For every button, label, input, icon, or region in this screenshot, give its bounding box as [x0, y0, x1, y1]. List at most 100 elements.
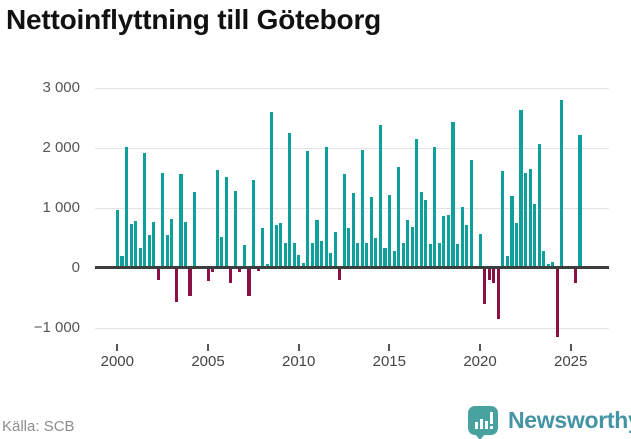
y-axis-label: 2 000	[42, 139, 80, 157]
x-axis-label-2000: 2000	[100, 353, 134, 370]
source-label: Källa: SCB	[2, 418, 75, 435]
bar-2019-Q2	[465, 224, 469, 268]
bar-2000-Q2	[120, 256, 124, 268]
bar-2003-Q3	[179, 173, 183, 268]
bar-2022-Q4	[528, 169, 532, 268]
bar-2009-Q1	[279, 223, 283, 268]
bar-2013-Q3	[360, 150, 364, 268]
bar-2006-Q2	[229, 267, 233, 283]
bar-2004-Q1	[188, 267, 192, 297]
bar-2017-Q2	[428, 244, 432, 268]
gridline-y-3000	[95, 87, 609, 89]
bar-2000-Q4	[129, 223, 133, 268]
bar-2006-Q4	[238, 267, 242, 273]
zero-axis-line	[95, 266, 609, 270]
bar-2003-Q1	[170, 218, 174, 268]
newsworthy-bar-chart-icon	[468, 405, 498, 439]
bar-2024-Q1	[551, 261, 555, 268]
bar-2005-Q2	[211, 267, 215, 273]
bar-2018-Q3	[451, 121, 455, 268]
bar-2011-Q4	[329, 253, 333, 268]
bar-2024-Q3	[560, 100, 564, 268]
bar-2011-Q3	[324, 146, 328, 268]
bar-2017-Q3	[433, 146, 437, 268]
bar-2025-Q3	[578, 134, 582, 268]
bar-2018-Q2	[446, 214, 451, 268]
newsworthy-wordmark: Newsworthy	[508, 406, 631, 433]
bar-2020-Q4	[492, 267, 496, 283]
bar-2023-Q4	[546, 264, 550, 268]
bar-2005-Q1	[206, 267, 210, 282]
bar-2002-Q1	[152, 221, 156, 268]
bar-2001-Q2	[138, 247, 142, 268]
bar-2000-Q3	[125, 146, 129, 268]
x-axis-label-2005: 2005	[191, 353, 225, 370]
bar-2008-Q1	[261, 228, 265, 268]
bar-2024-Q2	[555, 267, 559, 337]
bar-2000-Q1	[115, 209, 120, 268]
bar-2001-Q1	[134, 220, 138, 268]
bar-2016-Q3	[415, 139, 419, 268]
gridline-y--1000	[95, 327, 609, 329]
bar-2013-Q2	[356, 242, 360, 268]
y-axis-label: 1 000	[42, 199, 80, 217]
x-axis-tick-2015	[388, 344, 391, 351]
bar-2012-Q1	[333, 231, 337, 268]
bar-2018-Q1	[442, 215, 446, 268]
x-axis-label-2020: 2020	[463, 353, 497, 370]
x-axis-tick-2000	[116, 344, 119, 351]
bar-2001-Q3	[143, 152, 147, 268]
x-axis-label-2015: 2015	[372, 353, 406, 370]
bar-2009-Q4	[292, 242, 296, 268]
chart-title: Nettoinflyttning till Göteborg	[6, 4, 382, 35]
bar-2013-Q1	[351, 193, 355, 268]
bar-2019-Q3	[469, 159, 473, 268]
bar-2017-Q1	[424, 199, 428, 268]
bar-2011-Q1	[315, 220, 319, 268]
x-axis-label-2025: 2025	[554, 353, 588, 370]
bar-2020-Q1	[478, 234, 482, 268]
bar-2015-Q4	[401, 242, 405, 268]
bar-2006-Q3	[233, 190, 237, 268]
bar-2019-Q1	[460, 207, 464, 268]
bar-2016-Q2	[410, 226, 414, 268]
bar-2012-Q2	[338, 267, 342, 281]
x-axis-label-2010: 2010	[282, 353, 316, 370]
bar-2005-Q4	[220, 236, 224, 268]
bar-2020-Q2	[483, 267, 487, 304]
bar-2022-Q3	[524, 172, 528, 268]
bar-2013-Q4	[365, 242, 369, 268]
bar-2015-Q1	[387, 194, 392, 268]
bar-2020-Q3	[487, 267, 491, 281]
x-axis-tick-2010	[297, 344, 300, 351]
bar-2021-Q4	[510, 196, 514, 268]
gridline-y-2000	[95, 147, 609, 149]
bar-2018-Q4	[456, 243, 460, 268]
y-axis-label: 0	[71, 259, 80, 277]
bar-2007-Q1	[242, 244, 247, 268]
x-axis-tick-2005	[207, 344, 209, 351]
bar-2001-Q4	[147, 234, 151, 268]
bar-2008-Q2	[265, 264, 269, 268]
bar-2007-Q2	[247, 267, 251, 297]
bar-2023-Q3	[542, 250, 546, 268]
bar-2006-Q1	[224, 176, 228, 268]
newsworthy-logo[interactable]: Newsworthy	[468, 403, 631, 439]
bar-2003-Q2	[174, 267, 178, 303]
bar-2016-Q1	[406, 220, 410, 268]
bar-2015-Q2	[392, 250, 396, 268]
bar-2010-Q1	[297, 254, 301, 268]
bar-2008-Q3	[270, 112, 274, 268]
bar-2002-Q2	[156, 267, 160, 280]
bar-2021-Q3	[505, 256, 509, 268]
bar-2023-Q2	[537, 144, 541, 268]
bar-2010-Q4	[310, 243, 315, 268]
bar-2002-Q3	[161, 172, 165, 268]
bar-2016-Q4	[419, 191, 423, 268]
bar-2014-Q2	[374, 237, 378, 268]
bar-2025-Q2	[573, 267, 577, 283]
bar-2010-Q2	[301, 262, 305, 268]
bar-2022-Q2	[519, 109, 523, 268]
bar-2022-Q1	[514, 223, 519, 268]
bar-2003-Q4	[183, 221, 188, 268]
